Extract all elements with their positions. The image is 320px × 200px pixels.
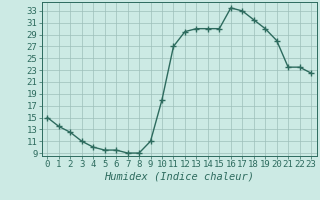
X-axis label: Humidex (Indice chaleur): Humidex (Indice chaleur) bbox=[104, 172, 254, 182]
